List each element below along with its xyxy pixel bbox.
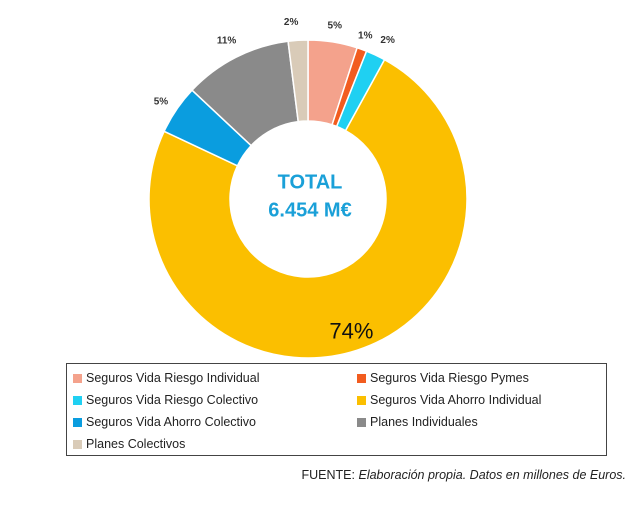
legend-label: Seguros Vida Ahorro Colectivo xyxy=(86,415,257,429)
slice-planes-colectivos xyxy=(287,39,309,123)
legend-label: Planes Individuales xyxy=(370,415,478,429)
source-note: FUENTE: Elaboración propia. Datos en mil… xyxy=(302,468,626,482)
source-note-text: Elaboración propia. Datos en millones de… xyxy=(358,468,626,482)
legend-swatch-icon xyxy=(357,373,366,383)
data-label-seguros-vida-riesgo-pymes: 1% xyxy=(358,31,373,42)
legend-swatch-icon xyxy=(73,373,82,383)
source-label: FUENTE: xyxy=(301,468,355,482)
legend-label: Seguros Vida Riesgo Pymes xyxy=(370,371,529,385)
legend-item-seguros-vida-riesgo-colectivo: Seguros Vida Riesgo Colectivo xyxy=(73,393,258,407)
center-value: 6.454 M€ xyxy=(268,199,351,221)
legend-item-seguros-vida-ahorro-colectivo: Seguros Vida Ahorro Colectivo xyxy=(73,415,256,429)
donut-chart: 5% 1% 2% 74% 5% 11% 2% TOTAL 6.454 M€ xyxy=(148,17,468,359)
data-label-seguros-vida-riesgo-colectivo: 2% xyxy=(380,35,395,46)
legend-swatch-icon xyxy=(73,417,82,427)
legend-item-seguros-vida-ahorro-individual: Seguros Vida Ahorro Individual xyxy=(357,393,541,407)
data-label-planes-individuales: 11% xyxy=(217,36,237,47)
legend-swatch-icon xyxy=(73,439,82,449)
data-label-seguros-vida-riesgo-individual: 5% xyxy=(328,21,343,32)
legend-item-seguros-vida-riesgo-pymes: Seguros Vida Riesgo Pymes xyxy=(357,371,529,385)
legend-item-planes-individuales: Planes Individuales xyxy=(357,415,478,429)
legend-item-seguros-vida-riesgo-individual: Seguros Vida Riesgo Individual xyxy=(73,371,260,385)
legend-swatch-icon xyxy=(357,417,366,427)
legend-label: Seguros Vida Riesgo Individual xyxy=(86,371,260,385)
legend-label: Seguros Vida Riesgo Colectivo xyxy=(86,393,259,407)
center-title: TOTAL xyxy=(278,171,343,193)
data-label-seguros-vida-ahorro-colectivo: 5% xyxy=(154,96,169,107)
legend-label: Planes Colectivos xyxy=(86,437,186,451)
legend-swatch-icon xyxy=(73,395,82,405)
legend-label: Seguros Vida Ahorro Individual xyxy=(370,393,542,407)
legend-item-planes-colectivos: Planes Colectivos xyxy=(73,437,185,451)
data-label-seguros-vida-ahorro-individual: 74% xyxy=(329,318,373,343)
data-label-planes-colectivos: 2% xyxy=(284,17,299,28)
slice-seguros-vida-ahorro-individual xyxy=(148,58,468,359)
chart-legend: Seguros Vida Riesgo Individual Seguros V… xyxy=(66,363,607,456)
legend-swatch-icon xyxy=(357,395,366,405)
